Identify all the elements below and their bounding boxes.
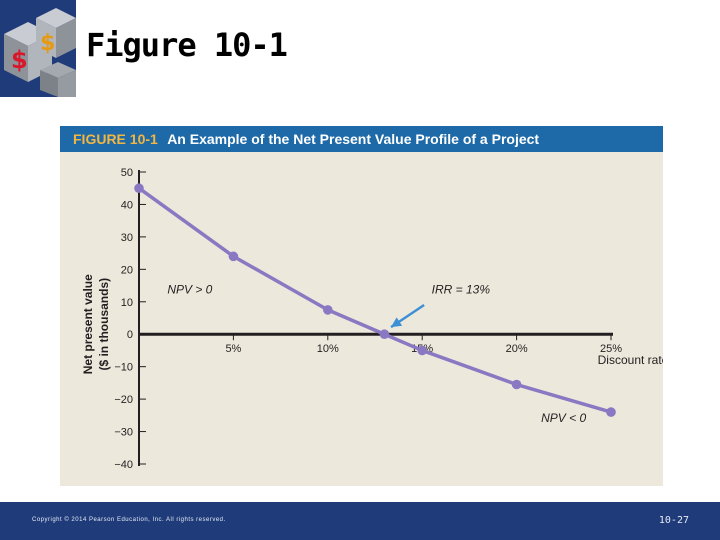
- dollar-cubes-icon: $ $: [4, 8, 76, 97]
- svg-text:$: $: [40, 31, 55, 56]
- copyright-text: Copyright © 2014 Pearson Education, Inc.…: [32, 517, 226, 523]
- data-point: [606, 407, 616, 417]
- svg-text:$: $: [11, 46, 28, 74]
- npv-profile-chart: 50403020100−10−20−30−405%10%15%20%25%Dis…: [81, 167, 663, 471]
- y-axis-subtitle: ($ in thousands): [97, 278, 111, 371]
- y-tick-label: 40: [121, 199, 133, 211]
- figure-panel: FIGURE 10-1 An Example of the Net Presen…: [60, 126, 663, 486]
- x-tick-label: 25%: [600, 343, 622, 355]
- y-tick-label: −10: [114, 362, 133, 374]
- data-point: [323, 305, 333, 315]
- x-tick-label: 5%: [225, 343, 241, 355]
- y-axis-title: Net present value: [81, 274, 95, 374]
- slide-title: Figure 10-1: [86, 26, 288, 64]
- figure-label: FIGURE 10-1: [73, 131, 158, 147]
- npv-positive-label: NPV > 0: [167, 283, 212, 297]
- y-tick-label: −30: [114, 427, 133, 439]
- data-point: [228, 251, 239, 262]
- data-point: [417, 345, 428, 356]
- data-point: [379, 329, 390, 340]
- y-tick-label: −20: [114, 394, 133, 406]
- y-tick-label: 50: [121, 167, 133, 179]
- data-point: [511, 379, 522, 390]
- npv-negative-label: NPV < 0: [541, 411, 586, 425]
- x-axis-title: Discount rate: [598, 353, 663, 367]
- irr-label: IRR = 13%: [432, 283, 491, 297]
- npv-series-line: [137, 186, 613, 414]
- logo: $ $: [0, 0, 76, 97]
- y-tick-label: −40: [114, 459, 133, 471]
- page-number: 10-27: [658, 515, 689, 526]
- x-tick-label: 20%: [506, 343, 528, 355]
- figure-caption: An Example of the Net Present Value Prof…: [167, 131, 540, 147]
- figure-header: FIGURE 10-1 An Example of the Net Presen…: [60, 126, 663, 152]
- footer: Copyright © 2014 Pearson Education, Inc.…: [0, 502, 720, 540]
- y-tick-label: 10: [121, 297, 133, 309]
- y-tick-label: 20: [121, 264, 133, 276]
- irr-arrow-head: [391, 317, 403, 328]
- data-point: [134, 183, 144, 194]
- y-tick-label: 30: [121, 232, 133, 244]
- y-tick-label: 0: [127, 329, 133, 341]
- x-tick-label: 10%: [317, 343, 339, 355]
